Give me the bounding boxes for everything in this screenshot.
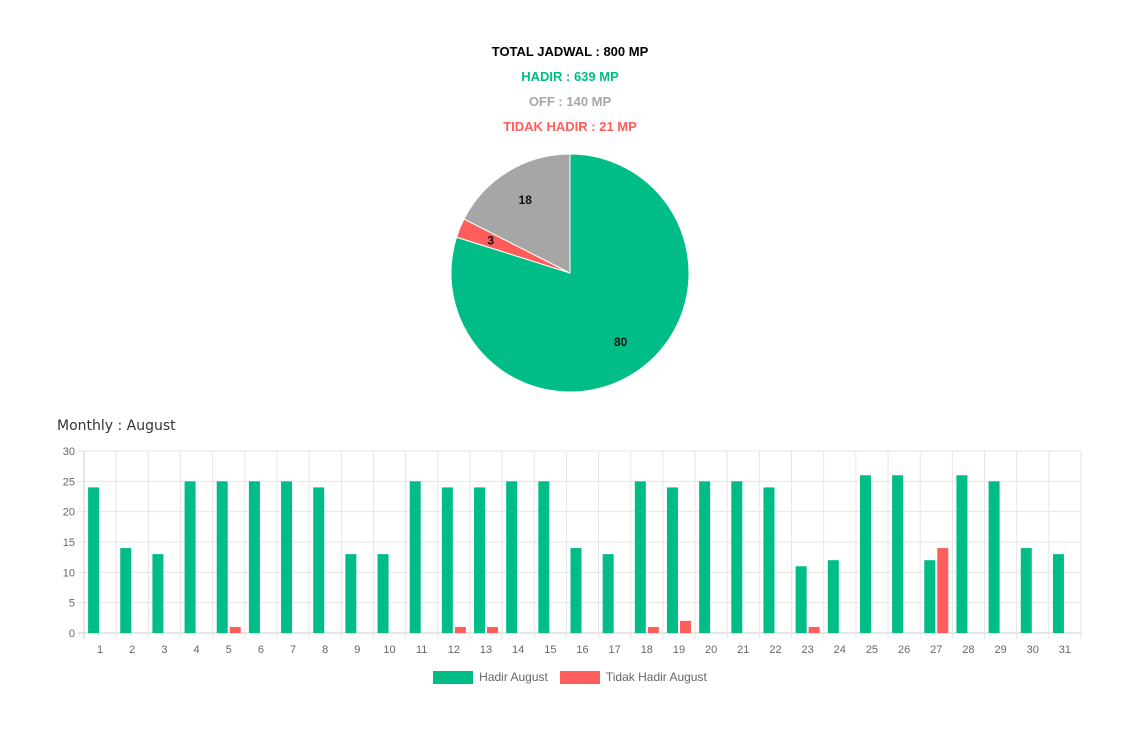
x-tick-label: 14 — [512, 644, 524, 656]
y-tick-label: 25 — [63, 476, 75, 488]
summary-total: TOTAL JADWAL : 800 MP — [491, 44, 649, 59]
bar-hadir[interactable] — [956, 475, 968, 633]
bar-hadir[interactable] — [1052, 554, 1064, 633]
bar-hadir[interactable] — [409, 481, 421, 633]
bar-hadir[interactable] — [506, 481, 518, 633]
x-tick-label: 12 — [448, 644, 460, 656]
pie-slice-label: 18 — [519, 193, 533, 207]
y-tick-label: 10 — [63, 567, 75, 579]
x-tick-label: 9 — [354, 644, 360, 656]
x-tick-label: 31 — [1059, 644, 1071, 656]
bar-tidak-hadir[interactable] — [229, 626, 241, 633]
pie-chart: 80 3 18 — [450, 153, 690, 393]
y-tick-label: 15 — [63, 537, 75, 549]
x-tick-label: 25 — [866, 644, 878, 656]
pie-slice[interactable] — [463, 153, 571, 274]
x-tick-label: 7 — [290, 644, 296, 656]
x-tick-label: 28 — [962, 644, 974, 656]
y-tick-label: 30 — [63, 446, 75, 458]
bar-tidak-hadir[interactable] — [647, 626, 659, 633]
x-tick-label: 17 — [609, 644, 621, 656]
pie-slice-label: 3 — [487, 234, 494, 248]
x-tick-label: 1 — [97, 644, 103, 656]
x-tick-label: 30 — [1027, 644, 1039, 656]
bar-hadir[interactable] — [602, 554, 614, 633]
pie-slice[interactable] — [450, 153, 690, 393]
bar-hadir[interactable] — [248, 481, 260, 633]
x-tick-label: 15 — [544, 644, 556, 656]
x-tick-label: 19 — [673, 644, 685, 656]
bar-hadir[interactable] — [377, 554, 389, 633]
bar-hadir[interactable] — [184, 481, 196, 633]
bar-hadir[interactable] — [827, 560, 839, 633]
x-tick-label: 22 — [769, 644, 781, 656]
legend-item-tidak-hadir[interactable]: Tidak Hadir August — [559, 670, 707, 684]
bar-hadir[interactable] — [892, 475, 904, 633]
x-tick-label: 27 — [930, 644, 942, 656]
x-tick-label: 18 — [641, 644, 653, 656]
x-tick-label: 16 — [576, 644, 588, 656]
bar-hadir[interactable] — [570, 548, 582, 633]
bar-hadir[interactable] — [313, 487, 325, 633]
bar-hadir[interactable] — [474, 487, 486, 633]
pie-slice-label: 80 — [614, 335, 628, 349]
summary-tidak-hadir: TIDAK HADIR : 21 MP — [503, 119, 637, 134]
x-tick-label: 29 — [994, 644, 1006, 656]
bar-hadir[interactable] — [216, 481, 228, 633]
legend-item-hadir[interactable]: Hadir August — [433, 670, 548, 684]
x-tick-label: 3 — [161, 644, 167, 656]
x-tick-label: 23 — [802, 644, 814, 656]
x-tick-label: 5 — [226, 644, 232, 656]
x-tick-label: 21 — [737, 644, 749, 656]
legend-label-hadir: Hadir August — [479, 670, 548, 684]
bar-hadir[interactable] — [666, 487, 678, 633]
bar-hadir[interactable] — [120, 548, 132, 633]
x-tick-label: 26 — [898, 644, 910, 656]
y-tick-label: 5 — [69, 598, 75, 610]
bar-hadir[interactable] — [634, 481, 646, 633]
bar-chart-title: Monthly : August — [57, 418, 176, 434]
bar-hadir[interactable] — [763, 487, 775, 633]
x-tick-label: 10 — [383, 644, 395, 656]
x-tick-label: 2 — [129, 644, 135, 656]
bar-hadir[interactable] — [731, 481, 743, 633]
bar-tidak-hadir[interactable] — [808, 626, 820, 633]
x-tick-label: 24 — [834, 644, 846, 656]
bar-tidak-hadir[interactable] — [937, 548, 949, 633]
y-tick-label: 0 — [69, 628, 75, 640]
bar-hadir[interactable] — [152, 554, 164, 633]
bar-hadir[interactable] — [859, 475, 871, 633]
bar-tidak-hadir[interactable] — [487, 626, 499, 633]
x-tick-label: 8 — [322, 644, 328, 656]
summary-off: OFF : 140 MP — [528, 94, 612, 109]
bar-hadir[interactable] — [281, 481, 293, 633]
bar-hadir[interactable] — [88, 487, 100, 633]
legend-swatch-hadir — [433, 670, 474, 684]
x-tick-label: 20 — [705, 644, 717, 656]
bar-legend: Hadir August Tidak Hadir August — [0, 670, 1140, 684]
y-tick-label: 20 — [63, 507, 75, 519]
bar-hadir[interactable] — [345, 554, 357, 633]
bar-tidak-hadir[interactable] — [679, 620, 691, 633]
bar-hadir[interactable] — [699, 481, 711, 633]
legend-label-tidak-hadir: Tidak Hadir August — [605, 670, 707, 684]
bar-tidak-hadir[interactable] — [454, 626, 466, 633]
bar-hadir[interactable] — [538, 481, 550, 633]
bar-hadir[interactable] — [441, 487, 453, 633]
x-tick-label: 4 — [194, 644, 200, 656]
x-tick-label: 11 — [416, 644, 427, 656]
summary-hadir: HADIR : 639 MP — [521, 69, 619, 84]
legend-swatch-tidak-hadir — [559, 670, 600, 684]
bar-hadir[interactable] — [1020, 548, 1032, 633]
bar-hadir[interactable] — [988, 481, 1000, 633]
bar-hadir[interactable] — [795, 566, 807, 633]
bar-hadir[interactable] — [924, 560, 936, 633]
x-tick-label: 13 — [480, 644, 492, 656]
x-tick-label: 6 — [258, 644, 264, 656]
